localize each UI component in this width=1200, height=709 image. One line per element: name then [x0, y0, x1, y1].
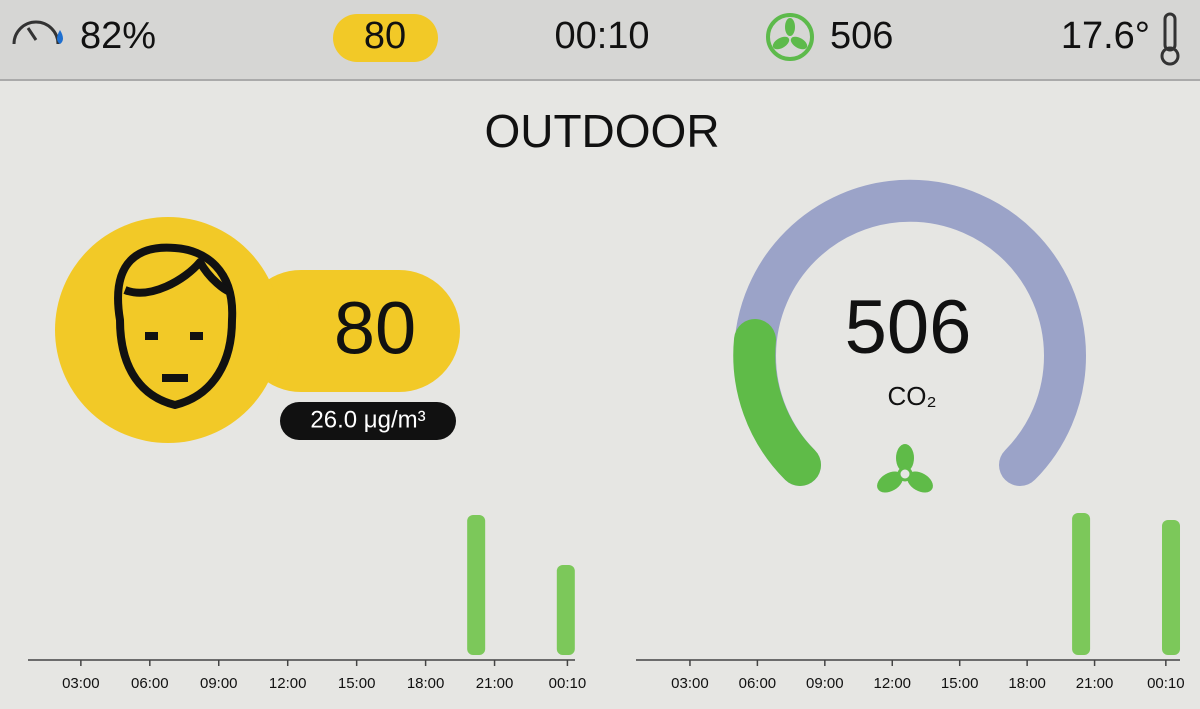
fan-icon-small [766, 13, 814, 61]
aqi-pill [333, 14, 438, 62]
status-bar [0, 0, 1200, 80]
co2-status: 506 [830, 15, 893, 57]
bar [1072, 513, 1091, 655]
x-tick-label: 09:00 [806, 675, 844, 692]
x-tick-label: 15:00 [338, 675, 376, 692]
concentration: 26.0 μg/m³ [310, 406, 425, 433]
concentration-pill [280, 402, 456, 440]
x-tick-label: 00:10 [549, 675, 587, 692]
x-tick-label: 21:00 [476, 675, 514, 692]
x-tick-label: 18:00 [407, 675, 445, 692]
x-tick-label: 03:00 [62, 675, 100, 692]
humidity-icon [12, 20, 63, 45]
x-tick-label: 15:00 [941, 675, 979, 692]
bar [1162, 520, 1181, 655]
time: 00:10 [554, 15, 649, 57]
aqi: 80 [364, 15, 406, 57]
x-tick-label: 09:00 [200, 675, 238, 692]
bar [556, 565, 575, 655]
temperature: 17.6° [1061, 15, 1150, 57]
co2-value: 506 [845, 285, 972, 370]
x-tick-label: 21:00 [1076, 675, 1114, 692]
x-tick-label: 00:10 [1147, 675, 1185, 692]
humidity: 82% [80, 15, 156, 57]
x-tick-label: 03:00 [671, 675, 709, 692]
bar [467, 515, 486, 655]
gauge-fill [733, 319, 821, 486]
thermometer-icon [1160, 12, 1180, 66]
charts: 03:00 06:00 09:00 12:00 15:00 18:00 21:00 00:10… [28, 513, 1185, 692]
x-tick-label: 18:00 [1008, 675, 1046, 692]
fan-icon [877, 444, 933, 493]
x-tick-label: 06:00 [739, 675, 777, 692]
face-icon [114, 243, 237, 409]
co2-label: CO₂ [887, 381, 936, 411]
title: OUTDOOR [484, 105, 719, 157]
x-tick-label: 12:00 [873, 675, 911, 692]
x-tick-label: 06:00 [131, 675, 169, 692]
pm-pill [240, 270, 460, 392]
x-tick-label: 12:00 [269, 675, 307, 692]
pm-index: 80 [334, 287, 416, 370]
